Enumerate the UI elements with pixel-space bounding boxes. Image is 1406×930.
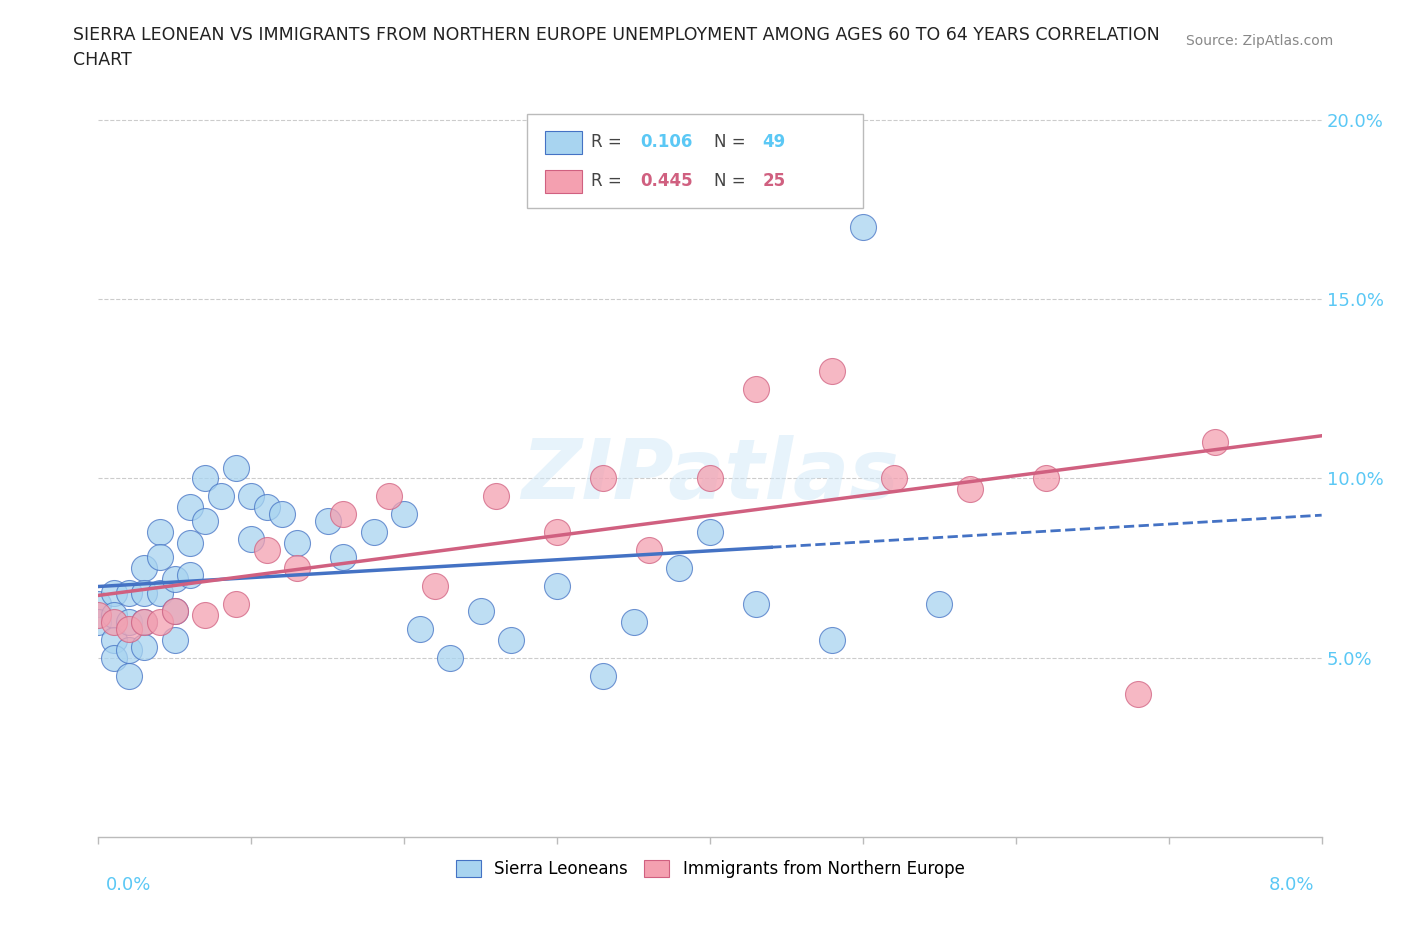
Point: [103, 650, 125, 665]
Point: [546, 525, 568, 539]
Text: 8.0%: 8.0%: [1270, 876, 1315, 895]
Point: [225, 460, 247, 475]
Point: [149, 525, 172, 539]
Point: [378, 489, 401, 504]
Point: [103, 615, 125, 630]
Point: [256, 499, 278, 514]
Point: [423, 578, 446, 593]
Point: [592, 668, 614, 683]
Point: [103, 607, 125, 622]
Point: [179, 536, 201, 551]
Point: [699, 525, 721, 539]
Point: [285, 561, 308, 576]
Point: [149, 550, 172, 565]
Point: [194, 471, 217, 485]
Point: [256, 542, 278, 557]
Text: 25: 25: [762, 172, 786, 190]
Text: SIERRA LEONEAN VS IMMIGRANTS FROM NORTHERN EUROPE UNEMPLOYMENT AMONG AGES 60 TO : SIERRA LEONEAN VS IMMIGRANTS FROM NORTHE…: [73, 26, 1160, 44]
Point: [316, 514, 339, 529]
Point: [285, 536, 308, 551]
Point: [87, 615, 110, 630]
Point: [134, 615, 156, 630]
Point: [225, 596, 247, 611]
Legend: Sierra Leoneans, Immigrants from Northern Europe: Sierra Leoneans, Immigrants from Norther…: [449, 854, 972, 885]
Point: [821, 632, 844, 647]
Point: [209, 489, 232, 504]
Point: [240, 532, 263, 547]
Point: [821, 364, 844, 379]
Point: [163, 571, 186, 586]
Point: [134, 586, 156, 601]
Point: [118, 586, 141, 601]
Point: [103, 632, 125, 647]
Point: [1204, 435, 1226, 450]
Point: [439, 650, 461, 665]
Point: [592, 471, 614, 485]
Point: [501, 632, 523, 647]
Point: [408, 621, 430, 636]
Bar: [546, 170, 582, 193]
Point: [332, 550, 354, 565]
Text: 0.106: 0.106: [640, 133, 693, 151]
Text: N =: N =: [714, 133, 751, 151]
Point: [163, 604, 186, 618]
Point: [134, 640, 156, 655]
Point: [1128, 686, 1150, 701]
Text: Source: ZipAtlas.com: Source: ZipAtlas.com: [1185, 34, 1333, 48]
Point: [959, 482, 981, 497]
Point: [485, 489, 508, 504]
Point: [668, 561, 690, 576]
Text: 49: 49: [762, 133, 786, 151]
Text: 0.0%: 0.0%: [105, 876, 150, 895]
Text: ZIPatlas: ZIPatlas: [522, 435, 898, 516]
Point: [118, 615, 141, 630]
Point: [928, 596, 950, 611]
Text: N =: N =: [714, 172, 751, 190]
Point: [270, 507, 294, 522]
Bar: [546, 131, 582, 153]
Point: [470, 604, 492, 618]
Point: [392, 507, 416, 522]
Point: [87, 596, 110, 611]
Point: [179, 499, 201, 514]
Point: [118, 621, 141, 636]
Point: [149, 586, 172, 601]
Point: [163, 604, 186, 618]
Point: [163, 632, 186, 647]
Point: [1035, 471, 1057, 485]
Text: 0.445: 0.445: [640, 172, 693, 190]
Point: [134, 561, 156, 576]
Point: [883, 471, 905, 485]
Point: [637, 542, 661, 557]
Point: [745, 381, 768, 396]
Point: [194, 514, 217, 529]
Text: R =: R =: [592, 172, 627, 190]
Point: [332, 507, 354, 522]
Point: [179, 567, 201, 582]
Point: [103, 586, 125, 601]
Point: [699, 471, 721, 485]
Point: [240, 489, 263, 504]
Text: R =: R =: [592, 133, 627, 151]
Text: CHART: CHART: [73, 51, 132, 69]
FancyBboxPatch shape: [526, 113, 863, 208]
Point: [118, 643, 141, 658]
Point: [852, 219, 875, 234]
Point: [546, 578, 568, 593]
Point: [363, 525, 385, 539]
Point: [745, 596, 768, 611]
Point: [623, 615, 645, 630]
Point: [149, 615, 172, 630]
Point: [87, 607, 110, 622]
Point: [194, 607, 217, 622]
Point: [134, 615, 156, 630]
Point: [118, 668, 141, 683]
